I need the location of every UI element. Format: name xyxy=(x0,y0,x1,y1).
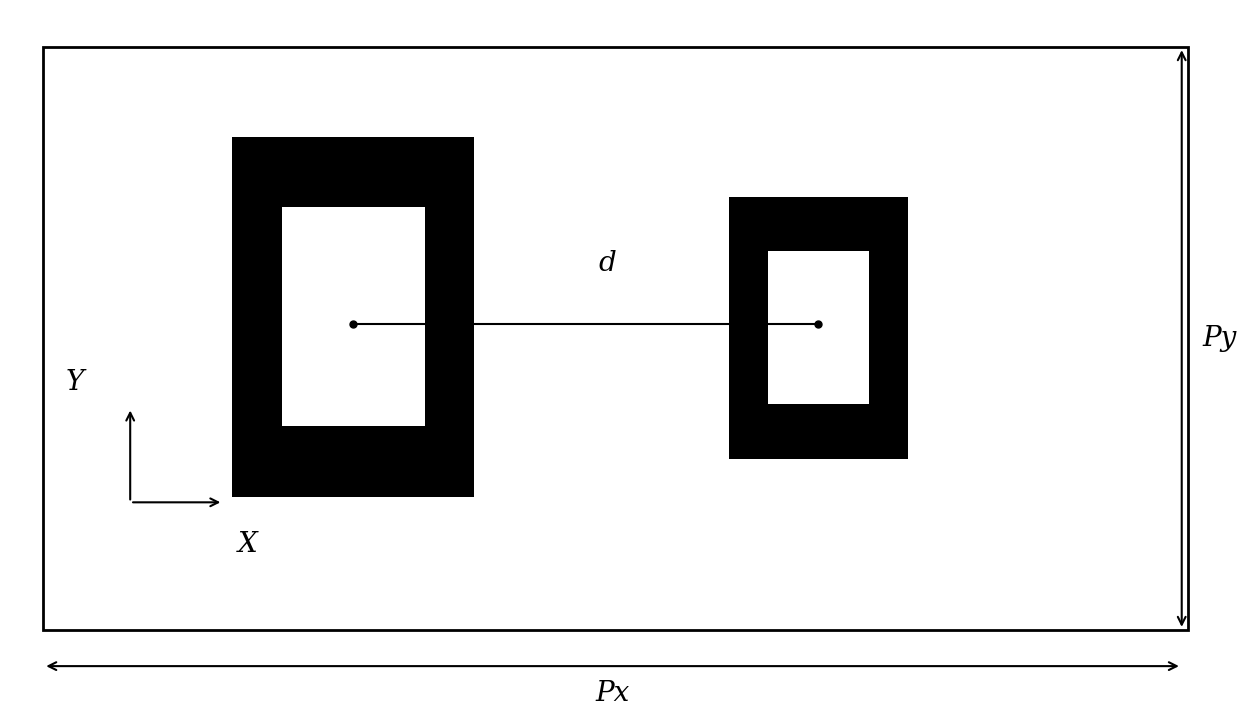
Bar xyxy=(729,197,908,459)
Bar xyxy=(768,251,869,404)
Bar xyxy=(232,136,474,497)
Bar xyxy=(281,207,424,426)
Text: Px: Px xyxy=(595,679,630,707)
Text: X: X xyxy=(238,531,258,558)
Text: Py: Py xyxy=(1203,325,1238,352)
Bar xyxy=(43,47,1188,630)
Text: Y: Y xyxy=(66,368,84,396)
Text: d: d xyxy=(599,250,616,277)
